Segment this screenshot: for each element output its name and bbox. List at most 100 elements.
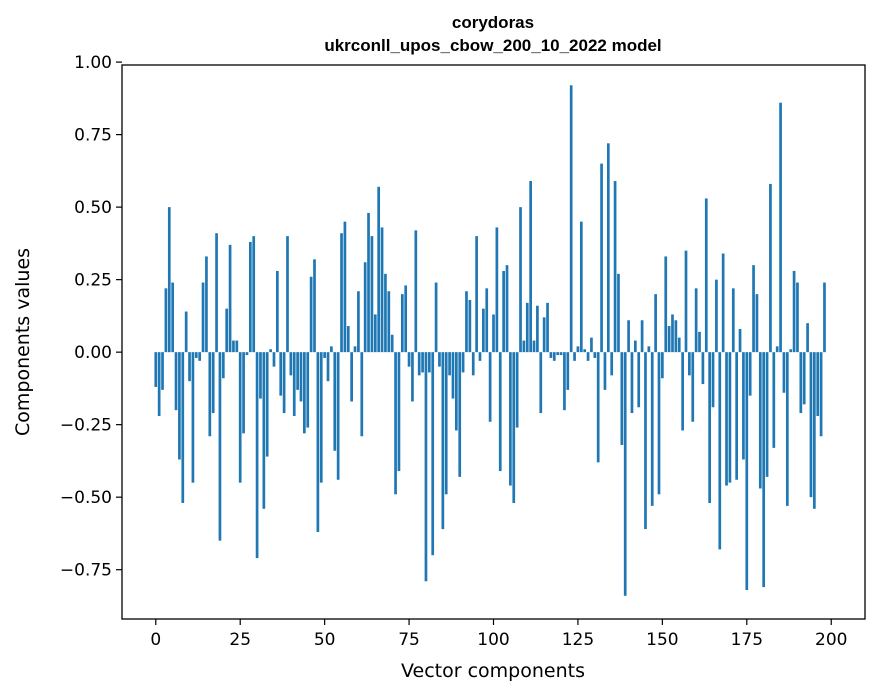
bar — [167, 207, 171, 353]
bar — [431, 352, 435, 556]
bar — [333, 352, 337, 451]
bar — [198, 352, 202, 361]
bar — [478, 352, 482, 361]
bar — [191, 352, 195, 483]
bar — [623, 352, 627, 596]
bar — [542, 317, 546, 353]
bar — [549, 352, 553, 358]
bar — [417, 352, 421, 376]
bar — [407, 352, 411, 367]
bar — [488, 352, 492, 422]
bar — [796, 282, 799, 353]
bar — [468, 299, 472, 353]
x-axis: 0 25 50 75 100 125 150 175 200 — [150, 619, 847, 650]
bar — [289, 352, 293, 376]
bar — [184, 311, 188, 353]
bar-series — [154, 85, 826, 596]
bar — [708, 352, 711, 503]
bar — [286, 236, 289, 353]
bar — [373, 314, 377, 353]
bar — [188, 352, 191, 382]
bar — [262, 352, 266, 509]
bar — [725, 352, 728, 486]
bar — [823, 282, 826, 353]
bar — [482, 308, 485, 353]
bar — [404, 285, 408, 353]
bar — [458, 352, 462, 477]
bar — [387, 291, 391, 353]
bar — [515, 352, 519, 428]
bar — [461, 352, 465, 373]
bar — [178, 352, 181, 460]
bar — [684, 250, 688, 353]
bar — [738, 328, 742, 353]
bar — [242, 352, 245, 434]
x-tick-label: 25 — [229, 630, 251, 650]
bar — [610, 352, 614, 376]
bar — [745, 352, 749, 590]
bar — [424, 352, 428, 582]
bar — [691, 352, 695, 422]
bar — [681, 352, 684, 431]
bar — [316, 352, 320, 532]
bar — [228, 244, 232, 353]
bar — [809, 352, 813, 498]
bar — [701, 352, 705, 385]
bar — [532, 340, 536, 353]
chart-title: corydoras — [452, 13, 534, 32]
bar — [330, 346, 333, 353]
bar — [556, 352, 560, 356]
bar — [259, 352, 262, 399]
bar — [721, 253, 725, 353]
bar — [785, 352, 789, 506]
bar — [731, 288, 735, 353]
bar — [748, 352, 752, 396]
bar — [711, 352, 715, 408]
bar — [397, 352, 401, 472]
bar — [171, 282, 175, 353]
bar — [326, 352, 330, 382]
bar — [471, 352, 475, 376]
bar — [576, 346, 580, 353]
bar — [569, 85, 573, 353]
bar — [343, 221, 347, 353]
bar — [590, 337, 593, 353]
bar — [201, 282, 205, 353]
bar — [434, 282, 438, 353]
bar — [161, 352, 164, 390]
bar — [762, 352, 766, 588]
bar — [806, 323, 809, 353]
bar — [414, 230, 418, 353]
y-tick-label: 0.00 — [74, 343, 112, 363]
bar — [309, 276, 313, 353]
bar — [752, 265, 755, 353]
bar — [802, 352, 806, 405]
y-tick-label: −0.75 — [60, 561, 112, 581]
bar — [600, 163, 603, 353]
bar — [276, 270, 279, 353]
bar — [181, 352, 185, 503]
bar — [799, 352, 803, 414]
bar — [671, 314, 674, 353]
bar — [728, 352, 732, 483]
bar — [546, 302, 549, 353]
bar — [306, 352, 310, 428]
bar — [674, 320, 678, 353]
bar — [613, 181, 617, 353]
bar — [573, 352, 576, 361]
x-tick-label: 125 — [562, 630, 594, 650]
bar — [384, 273, 387, 353]
x-axis-label: Vector components — [401, 660, 585, 682]
bar — [154, 352, 158, 387]
bar — [255, 352, 259, 559]
y-axis-label: Components values — [12, 248, 34, 436]
bar — [218, 352, 222, 541]
bar — [552, 352, 556, 361]
bar — [157, 352, 161, 416]
bar — [637, 352, 641, 408]
bar — [677, 337, 681, 353]
bar — [647, 346, 651, 353]
bar — [225, 308, 229, 353]
bar — [299, 352, 303, 402]
